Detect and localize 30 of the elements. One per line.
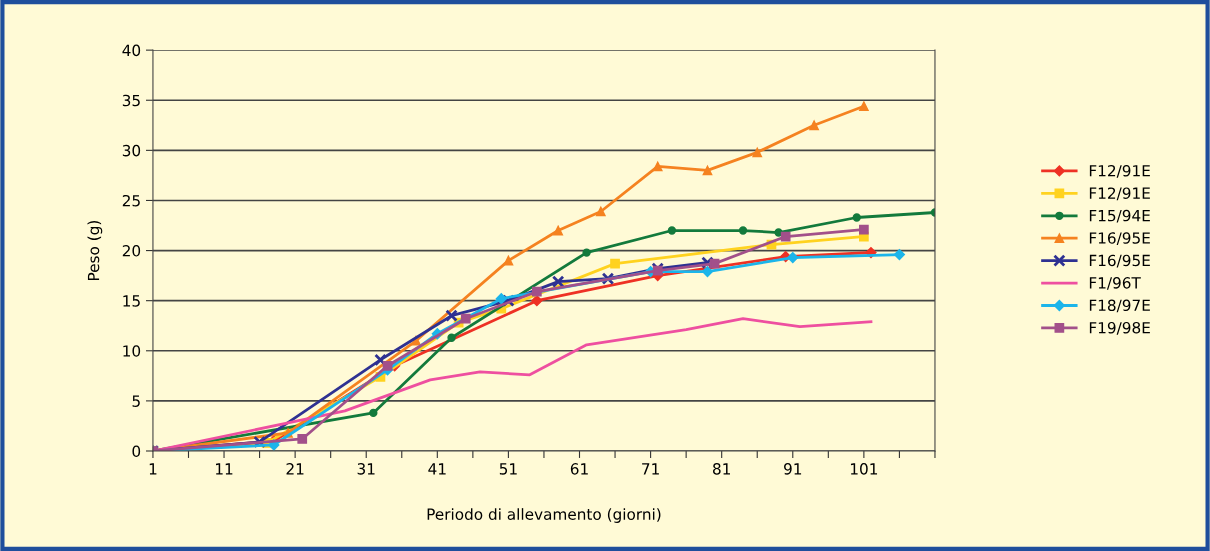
legend-label: F15/94E xyxy=(1089,209,1150,223)
legend-label: F1/96T xyxy=(1089,277,1141,290)
y-tick-label: 10 xyxy=(123,345,141,357)
x-tick-label: 101 xyxy=(850,463,878,475)
y-tick-label: 0 xyxy=(132,445,141,458)
x-tick-label: 31 xyxy=(357,463,375,475)
y-tick-label: 5 xyxy=(132,395,140,407)
y-tick-label: 25 xyxy=(122,194,140,207)
x-tick-label: 71 xyxy=(642,463,659,475)
legend-label: F19/98E xyxy=(1089,321,1150,335)
legend-label: F16/95E xyxy=(1089,232,1150,245)
x-tick-label: 61 xyxy=(570,463,588,475)
y-tick-label: 20 xyxy=(122,245,141,257)
legend-label: F12/91E xyxy=(1089,164,1150,178)
x-tick-label: 1 xyxy=(149,463,157,475)
x-tick-label: 21 xyxy=(286,463,304,475)
x-tick-label: 91 xyxy=(784,463,802,475)
legend-label: F16/95E xyxy=(1089,254,1150,268)
x-tick-label: 11 xyxy=(215,463,233,475)
x-tick-label: 51 xyxy=(499,463,517,475)
legend-label: F18/97E xyxy=(1089,299,1150,313)
x-axis-title: Periodo di allevamento (giorni) xyxy=(427,508,661,523)
y-tick-label: 40 xyxy=(122,44,141,57)
y-axis-title: Peso (g) xyxy=(87,220,103,280)
x-tick-label: 81 xyxy=(713,463,730,475)
legend-label: F12/91E xyxy=(1089,187,1150,201)
y-tick-label: 35 xyxy=(122,94,140,107)
x-tick-label: 41 xyxy=(428,463,446,475)
y-tick-label: 15 xyxy=(123,295,140,307)
y-tick-label: 30 xyxy=(122,144,141,157)
